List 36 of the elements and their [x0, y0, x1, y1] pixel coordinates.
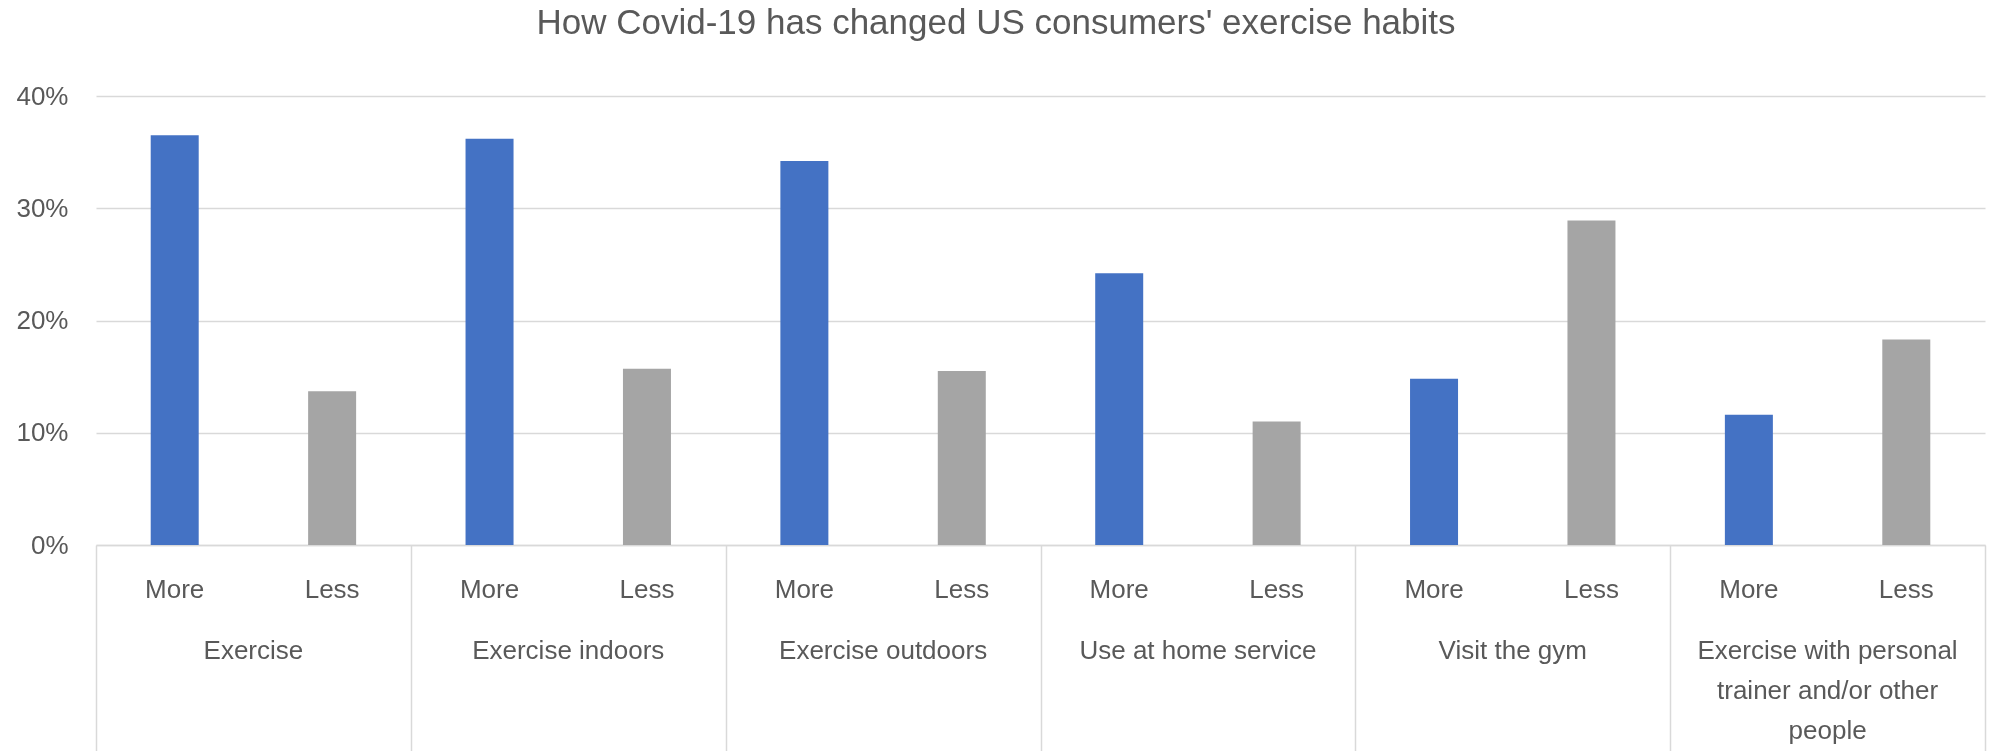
y-tick-label: 20% [16, 305, 69, 335]
x-tick-label: Exercise indoors [472, 635, 665, 665]
text: Less [934, 574, 990, 604]
bar [622, 368, 671, 545]
bar [1882, 339, 1931, 545]
text: More [145, 574, 205, 604]
y-tick-label: 30% [16, 192, 69, 223]
x-tick-label: Exercise [203, 635, 304, 665]
chart-title: How Covid-19 has changed US consumers' exercise habits [536, 2, 1456, 41]
x-tick-label: Use at home service [1079, 635, 1317, 665]
text: Less [1564, 574, 1619, 604]
bar [937, 371, 986, 545]
text: More [1404, 574, 1464, 604]
bar [780, 161, 829, 545]
bar [1724, 414, 1773, 545]
series-label: Less [1249, 574, 1305, 604]
x-tick-label: Visit the gym [1438, 635, 1587, 665]
text: More [774, 574, 834, 604]
text: More [459, 574, 520, 604]
bar [308, 391, 357, 545]
y-tick-label: 0% [30, 529, 69, 560]
text: Less [304, 574, 360, 604]
text: More [1719, 574, 1779, 604]
bar [1252, 421, 1301, 545]
x-tick-label: Exercise outdoors [779, 635, 988, 665]
bar [465, 138, 514, 545]
bar [1095, 273, 1144, 545]
text: Less [1878, 574, 1934, 604]
bar [1567, 220, 1616, 545]
bar [150, 135, 199, 545]
text: Less [619, 574, 675, 604]
y-tick-label: 40% [16, 80, 69, 111]
x-tick-label: Exercise with personal trainer and/or other people [1697, 635, 1958, 745]
bar [1410, 378, 1459, 545]
y-tick-label: 10% [16, 417, 69, 448]
series-label: More [1089, 574, 1149, 604]
